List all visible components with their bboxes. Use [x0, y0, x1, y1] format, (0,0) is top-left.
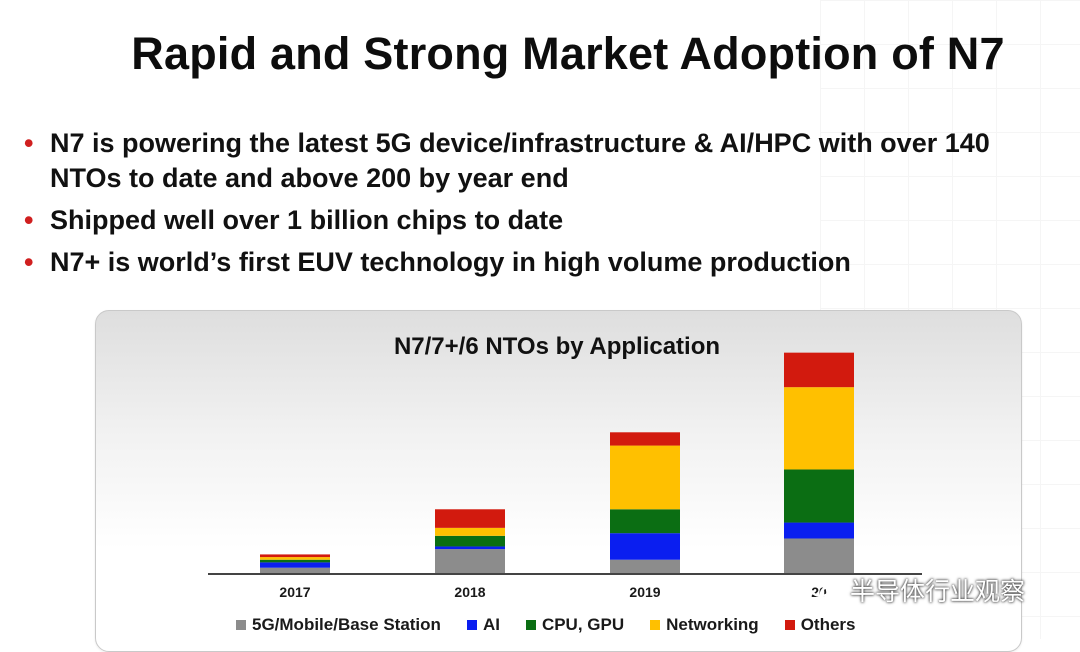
bar-segment-2019-others — [610, 432, 680, 446]
x-tick-label: 2018 — [454, 584, 485, 600]
legend-item: Networking — [650, 615, 759, 635]
watermark: 半导体行业观察 — [808, 572, 1025, 608]
legend-swatch — [236, 620, 246, 630]
legend-item: CPU, GPU — [525, 615, 625, 635]
legend-label: AI — [482, 615, 500, 634]
bar-segment-2018-5g-mobile-base-station — [435, 549, 505, 573]
legend-item: Others — [784, 615, 856, 635]
bars-group — [260, 352, 854, 573]
bullet-marker: • — [24, 205, 34, 235]
legend-swatch — [650, 620, 661, 630]
bar-segment-2019-cpu-gpu — [610, 509, 680, 534]
bullet-item: • N7 is powering the latest 5G device/in… — [24, 126, 1064, 196]
bar-segment-2019-5g-mobile-base-station — [610, 559, 680, 573]
slide-title: Rapid and Strong Market Adoption of N7 — [131, 28, 1005, 79]
bullet-text: Shipped well over 1 billion chips to dat… — [50, 205, 564, 235]
legend-label: Others — [800, 615, 856, 634]
legend-item: 5G/Mobile/Base Station — [236, 615, 441, 635]
bar-segment-20-5g-mobile-base-station — [784, 538, 854, 573]
x-tick-label: 2019 — [629, 584, 660, 600]
bar-segment-2019-networking — [610, 445, 680, 510]
bar-segment-2018-cpu-gpu — [435, 535, 505, 547]
watermark-text: 半导体行业观察 — [850, 577, 1026, 606]
legend-label: 5G/Mobile/Base Station — [252, 615, 441, 634]
bar-segment-2018-networking — [435, 527, 505, 536]
legend-swatch — [525, 620, 536, 630]
bar-segment-2017-ai — [260, 562, 330, 568]
bar-segment-2017-others — [260, 554, 330, 558]
legend-label: Networking — [666, 615, 759, 634]
bullet-text: N7 is powering the latest 5G device/infr… — [50, 128, 990, 193]
bar-segment-2017-5g-mobile-base-station — [260, 567, 330, 573]
bar-segment-2017-networking — [260, 557, 330, 560]
chart-title: N7/7+/6 NTOs by Application — [394, 333, 720, 360]
chart-legend: 5G/Mobile/Base Station AI CPU, GPU Networki… — [236, 614, 855, 636]
bar-segment-20-cpu-gpu — [784, 469, 854, 523]
wechat-icon — [808, 576, 841, 603]
bullet-marker: • — [24, 247, 34, 277]
legend-label: CPU, GPU — [541, 615, 625, 634]
bar-segment-20-networking — [784, 387, 854, 470]
bullet-item: • N7+ is world’s first EUV technology in… — [24, 245, 1064, 280]
bar-segment-2018-others — [435, 509, 505, 528]
x-tick-labels: 2017 2018 2019 20 — [279, 584, 827, 600]
bullet-list: • N7 is powering the latest 5G device/in… — [24, 126, 1064, 287]
bullet-marker: • — [24, 128, 34, 158]
legend-swatch — [784, 620, 795, 630]
bar-segment-2018-ai — [435, 546, 505, 550]
bar-segment-20-others — [784, 352, 854, 388]
bullet-text: N7+ is world’s first EUV technology in h… — [50, 247, 851, 277]
bar-segment-20-ai — [784, 522, 854, 539]
x-tick-label: 2017 — [279, 584, 310, 600]
legend-item: AI — [466, 615, 500, 635]
bar-segment-2019-ai — [610, 533, 680, 560]
bar-segment-2017-cpu-gpu — [260, 559, 330, 563]
legend-swatch — [466, 620, 477, 630]
bullet-item: • Shipped well over 1 billion chips to d… — [24, 203, 1064, 238]
